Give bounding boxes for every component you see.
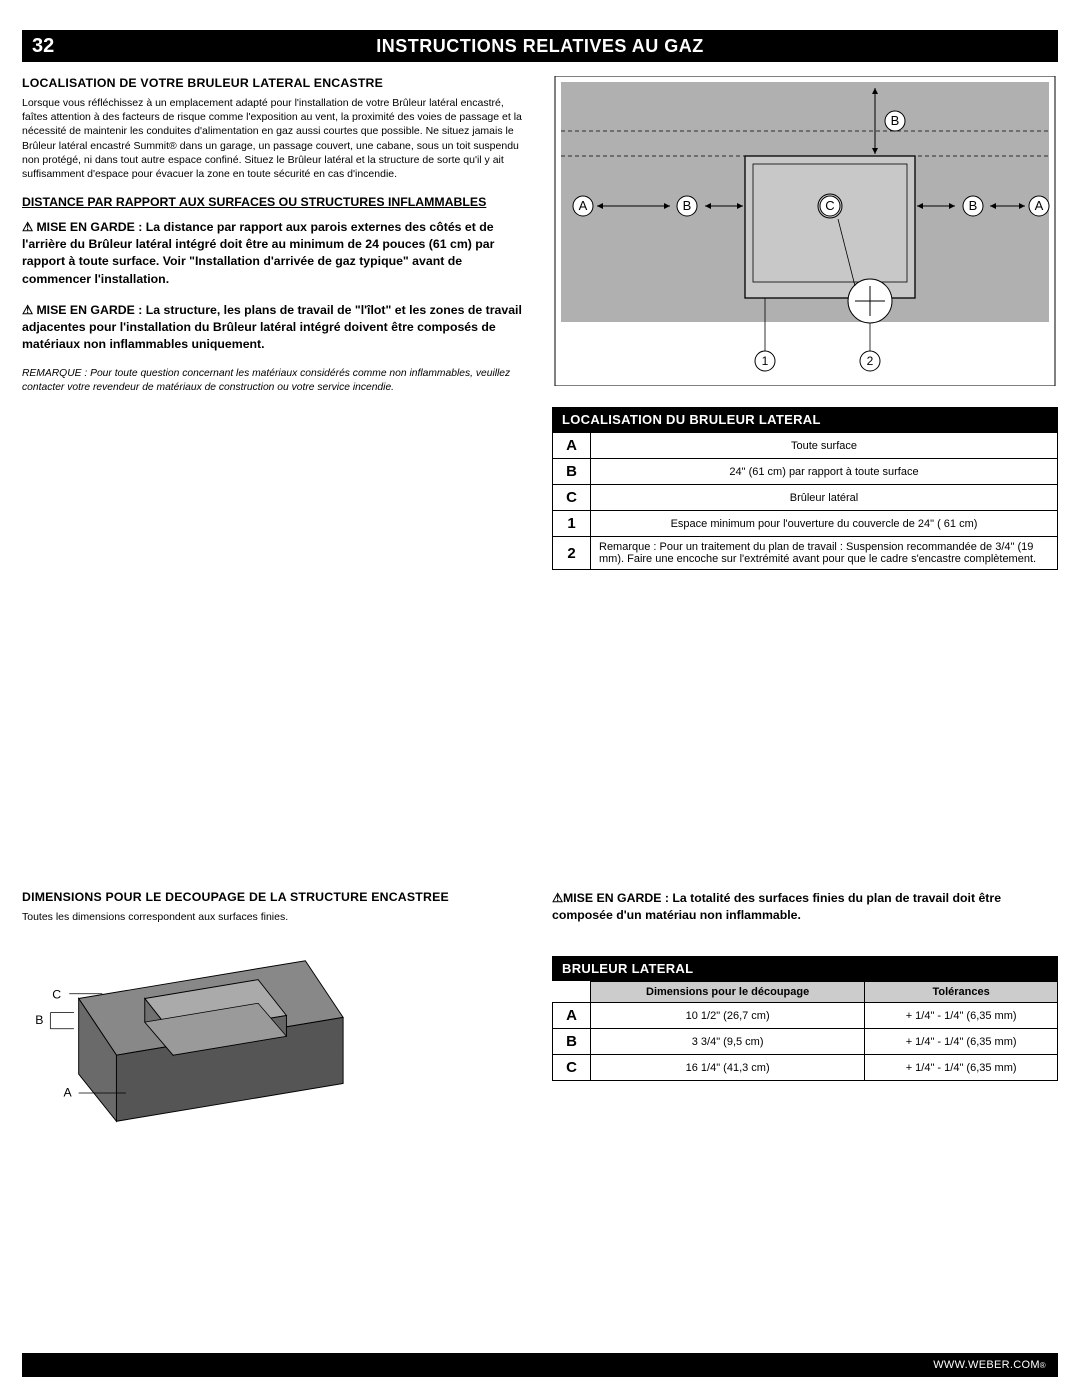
- label-B-right: B: [969, 198, 978, 213]
- label-C: C: [825, 198, 834, 213]
- lower-columns: DIMENSIONS POUR LE DECOUPAGE DE LA STRUC…: [22, 890, 1058, 1151]
- dim-tol: + 1/4" - 1/4" (6,35 mm): [865, 1029, 1058, 1055]
- remark: REMARQUE : Pour toute question concernan…: [22, 367, 528, 395]
- warning-1: ⚠ MISE EN GARDE : La distance par rappor…: [22, 219, 528, 288]
- label-2: 2: [867, 354, 874, 368]
- bottom-left: DIMENSIONS POUR LE DECOUPAGE DE LA STRUC…: [22, 890, 528, 1151]
- dim-key: A: [553, 1003, 591, 1029]
- dim-table-title: BRULEUR LATERAL: [552, 956, 1058, 981]
- footer-bar: WWW.WEBER.COM®: [22, 1353, 1058, 1377]
- bottom-right: ⚠MISE EN GARDE : La totalité des surface…: [552, 890, 1058, 1151]
- body-paragraph: Lorsque vous réfléchissez à un emplaceme…: [22, 96, 528, 181]
- dim-label-B: B: [35, 1013, 43, 1027]
- location-table: AToute surface B24" (61 cm) par rapport …: [552, 432, 1058, 570]
- dim-tol: + 1/4" - 1/4" (6,35 mm): [865, 1055, 1058, 1081]
- warning-3: ⚠MISE EN GARDE : La totalité des surface…: [552, 890, 1058, 924]
- sub-heading-distance: DISTANCE PAR RAPPORT AUX SURFACES OU STR…: [22, 195, 528, 209]
- diagram-top-view: A B C B A B 1 2: [552, 76, 1058, 386]
- label-B-top: B: [891, 113, 900, 128]
- loc-key: 1: [553, 511, 591, 537]
- dim-col2: Tolérances: [865, 982, 1058, 1003]
- loc-val: Toute surface: [591, 433, 1058, 459]
- title-bar: 32 INSTRUCTIONS RELATIVES AU GAZ: [22, 30, 1058, 62]
- dim-subtext: Toutes les dimensions correspondent aux …: [22, 910, 528, 924]
- upper-columns: LOCALISATION DE VOTRE BRULEUR LATERAL EN…: [22, 76, 1058, 570]
- dim-tol: + 1/4" - 1/4" (6,35 mm): [865, 1003, 1058, 1029]
- label-1: 1: [762, 354, 769, 368]
- loc-key: 2: [553, 537, 591, 570]
- loc-key: B: [553, 459, 591, 485]
- dim-val: 10 1/2" (26,7 cm): [591, 1003, 865, 1029]
- right-column: A B C B A B 1 2 LOCALISATION DU BRULEUR …: [552, 76, 1058, 570]
- loc-key: A: [553, 433, 591, 459]
- loc-val: 24" (61 cm) par rapport à toute surface: [591, 459, 1058, 485]
- dim-heading: DIMENSIONS POUR LE DECOUPAGE DE LA STRUC…: [22, 890, 528, 904]
- dimensions-table: Dimensions pour le découpage Tolérances …: [552, 981, 1058, 1081]
- label-B-left: B: [683, 198, 692, 213]
- loc-val: Espace minimum pour l'ouverture du couve…: [591, 511, 1058, 537]
- label-A-left: A: [579, 198, 588, 213]
- page-number: 32: [22, 35, 82, 58]
- warning-2: ⚠ MISE EN GARDE : La structure, les plan…: [22, 302, 528, 354]
- page-title: INSTRUCTIONS RELATIVES AU GAZ: [82, 36, 1058, 57]
- dim-col1: Dimensions pour le découpage: [591, 982, 865, 1003]
- dim-label-C: C: [52, 988, 61, 1002]
- loc-key: C: [553, 485, 591, 511]
- dim-label-A: A: [64, 1086, 73, 1100]
- footer-url: WWW.WEBER.COM: [933, 1359, 1040, 1371]
- dim-key: B: [553, 1029, 591, 1055]
- dim-val: 3 3/4" (9,5 cm): [591, 1029, 865, 1055]
- loc-table-title: LOCALISATION DU BRULEUR LATERAL: [552, 407, 1058, 432]
- loc-val: Remarque : Pour un traitement du plan de…: [591, 537, 1058, 570]
- dim-key: C: [553, 1055, 591, 1081]
- label-A-right: A: [1035, 198, 1044, 213]
- left-column: LOCALISATION DE VOTRE BRULEUR LATERAL EN…: [22, 76, 528, 570]
- dim-val: 16 1/4" (41,3 cm): [591, 1055, 865, 1081]
- diagram-cutout: C B A: [22, 936, 362, 1146]
- loc-val: Brûleur latéral: [591, 485, 1058, 511]
- section-heading-localisation: LOCALISATION DE VOTRE BRULEUR LATERAL EN…: [22, 76, 528, 90]
